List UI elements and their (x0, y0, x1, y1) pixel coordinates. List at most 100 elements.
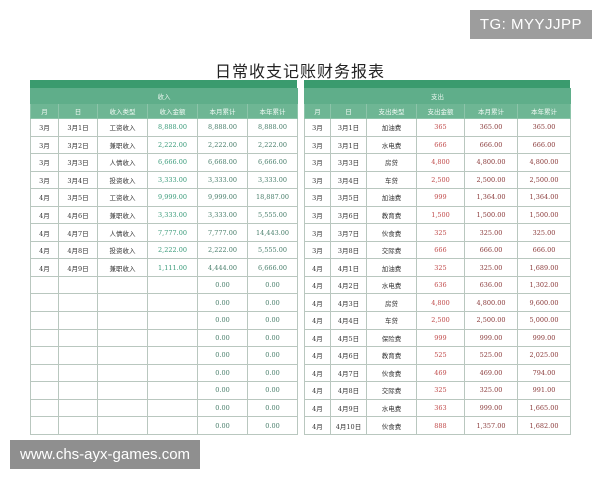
income-header-cell: 月 (30, 103, 59, 119)
expense-header-cell: 支出金额 (416, 103, 465, 119)
expense-cell: 2,500.00 (464, 170, 518, 190)
table-row: 3月 3月5日 加油费 999 1,364.00 1,364.00 (304, 188, 572, 207)
table-row: 0.00 0.00 (30, 311, 299, 330)
expense-header-cell: 本年累计 (516, 103, 572, 119)
expense-cell: 水电费 (366, 398, 417, 418)
income-cell: 3月2日 (58, 135, 98, 155)
income-cell (58, 416, 98, 435)
income-cell: 5,555.00 (246, 240, 299, 260)
expense-cell: 加油费 (366, 118, 417, 137)
income-cell: 9,999.00 (197, 188, 248, 207)
table-row: 3月 3月6日 教育费 1,500 1,500.00 1,500.00 (304, 205, 572, 225)
income-cell: 兼职收入 (97, 135, 148, 155)
expense-cell: 3月 (304, 135, 331, 155)
income-header-cell: 日 (58, 103, 98, 119)
expense-cell: 636.00 (464, 275, 518, 295)
income-cell: 0.00 (197, 363, 248, 383)
table-row: 4月 4月7日 人情收入 7,777.00 7,777.00 14,443.00 (30, 223, 299, 242)
expense-cell: 9,600.00 (516, 293, 572, 313)
expense-cell: 4月5日 (330, 328, 367, 348)
table-row: 0.00 0.00 (30, 363, 299, 383)
expense-cell: 1,500.00 (516, 205, 572, 225)
table-row: 4月 4月5日 保险费 999 999.00 999.00 (304, 328, 572, 348)
expense-cell: 636 (416, 275, 465, 295)
table-row: 3月 3月2日 兼职收入 2,222.00 2,222.00 2,222.00 (30, 135, 299, 155)
income-cell: 3月 (30, 135, 59, 155)
table-row: 0.00 0.00 (30, 275, 299, 295)
expense-cell: 1,302.00 (516, 275, 572, 295)
expense-cell: 999.00 (464, 398, 518, 418)
expense-cell: 4月 (304, 398, 331, 418)
table-row: 0.00 0.00 (30, 381, 299, 400)
expense-header-cell: 月 (304, 103, 331, 119)
income-header-cell: 本年累计 (246, 103, 299, 119)
expense-cell: 363 (416, 398, 465, 418)
income-cell: 3,333.00 (197, 170, 248, 190)
income-cell: 8,888.00 (197, 118, 248, 137)
table-row: 3月 3月7日 伙食费 325 325.00 325.00 (304, 223, 572, 242)
expense-cell: 水电费 (366, 275, 417, 295)
income-cell (97, 416, 148, 435)
income-cell: 2,222.00 (197, 240, 248, 260)
income-cell: 0.00 (246, 311, 299, 330)
expense-top-bar (304, 80, 570, 88)
expense-table: 支出 月日支出类型 支出金额 本月累计 本年累计 3月 3月1日 加油费 365 365.00… (303, 88, 572, 435)
income-cell: 0.00 (197, 416, 248, 435)
income-cell: 4,444.00 (197, 258, 248, 277)
expense-cell: 3月 (304, 188, 331, 207)
income-cell (58, 381, 98, 400)
expense-cell: 525.00 (464, 346, 518, 365)
expense-cell: 794.00 (516, 363, 572, 383)
expense-cell: 4月 (304, 416, 331, 435)
expense-cell: 2,500.00 (516, 170, 572, 190)
table-row: 4月 4月6日 兼职收入 3,333.00 3,333.00 5,555.00 (30, 205, 299, 225)
expense-cell: 4,800 (416, 153, 465, 172)
income-cell (147, 328, 198, 348)
expense-header-cell: 本月累计 (464, 103, 518, 119)
income-header-cell: 收入金额 (147, 103, 198, 119)
income-cell (147, 381, 198, 400)
expense-body: 3月 3月1日 加油费 365 365.00 365.00 3月 3月1日 水电费 666 666.… (304, 118, 572, 435)
expense-cell: 3月6日 (330, 205, 367, 225)
expense-cell: 房贷 (366, 293, 417, 313)
income-cell: 9,999.00 (147, 188, 198, 207)
income-cell: 人情收入 (97, 153, 148, 172)
expense-cell: 365.00 (464, 118, 518, 137)
income-cell (97, 328, 148, 348)
expense-cell: 3月3日 (330, 153, 367, 172)
income-cell (58, 346, 98, 365)
expense-cell: 325 (416, 223, 465, 242)
expense-cell: 3月4日 (330, 170, 367, 190)
income-cell: 3月1日 (58, 118, 98, 137)
expense-cell: 4月3日 (330, 293, 367, 313)
income-cell (58, 328, 98, 348)
expense-cell: 525 (416, 346, 465, 365)
income-cell: 0.00 (197, 398, 248, 418)
expense-cell: 4月7日 (330, 363, 367, 383)
income-cell: 3,333.00 (246, 170, 299, 190)
expense-cell: 1,500.00 (464, 205, 518, 225)
income-cell: 兼职收入 (97, 205, 148, 225)
expense-cell: 999.00 (464, 328, 518, 348)
table-row: 4月 4月1日 加油费 325 325.00 1,689.00 (304, 258, 572, 277)
expense-cell: 水电费 (366, 135, 417, 155)
income-cell: 0.00 (246, 363, 299, 383)
income-cell: 2,222.00 (246, 135, 299, 155)
expense-cell: 4月 (304, 328, 331, 348)
expense-cell: 3月 (304, 205, 331, 225)
expense-cell: 1,500 (416, 205, 465, 225)
income-cell: 5,555.00 (246, 205, 299, 225)
expense-cell: 加油费 (366, 188, 417, 207)
income-cell: 0.00 (246, 381, 299, 400)
income-cell: 3,333.00 (147, 170, 198, 190)
income-cell (30, 398, 59, 418)
expense-cell: 4月 (304, 381, 331, 400)
expense-cell: 3月5日 (330, 188, 367, 207)
table-row: 4月 4月6日 教育费 525 525.00 2,025.00 (304, 346, 572, 365)
expense-cell: 325 (416, 381, 465, 400)
table-row: 4月 4月2日 水电费 636 636.00 1,302.00 (304, 275, 572, 295)
expense-cell: 325.00 (516, 223, 572, 242)
income-table: 收入 月日收入类型 收入金额 本月累计 本年累计 3月 3月1日 工资收入 8,888.00… (29, 88, 299, 435)
income-cell (58, 363, 98, 383)
expense-cell: 666 (416, 240, 465, 260)
